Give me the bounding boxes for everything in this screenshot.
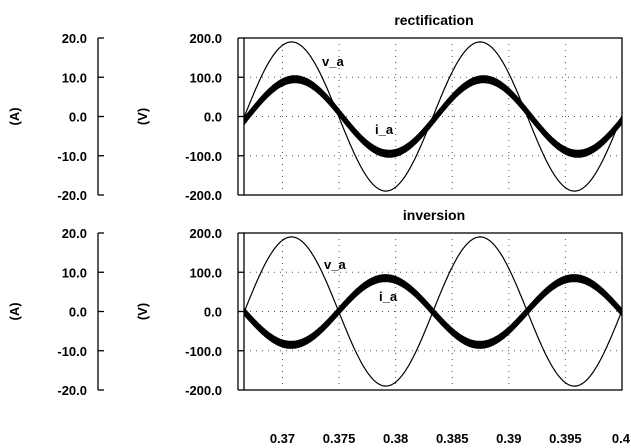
voltage-axis-tick-label: 100.0 [189,70,222,85]
panel-title: inversion [403,207,465,223]
series-label-v_a: v_a [322,54,344,69]
current-axis-tick-label: -20.0 [57,383,87,398]
current-axis-unit: (A) [7,107,22,125]
x-axis-tick-label: 0.37 [270,431,295,446]
series-label-v_a: v_a [324,257,346,272]
current-axis-tick-label: 10.0 [62,70,87,85]
voltage-axis-tick-label: 200.0 [189,226,222,241]
series-label-i_a: i_a [379,289,398,304]
voltage-axis-tick-label: 0.0 [204,110,222,125]
voltage-axis-tick-label: 0.0 [204,305,222,320]
current-axis-tick-label: 0.0 [69,110,87,125]
voltage-axis-tick-label: -100.0 [185,149,222,164]
current-axis-tick-label: 0.0 [69,305,87,320]
series-i_a-band [243,274,623,349]
panel-rectification: 20.0 10.0 0.0 -10.0 -20.0 (A) 200.0 100.0 0.0 -10… [7,12,623,203]
current-axis-unit: (A) [7,302,22,320]
series-label-i_a: i_a [375,122,394,137]
current-axis-tick-label: 20.0 [62,226,87,241]
panel-title: rectification [394,12,473,28]
current-axis-tick-label: -20.0 [57,188,87,203]
voltage-axis-tick-label: 200.0 [189,31,222,46]
series-i_a-band [243,75,623,158]
voltage-axis-tick-label: 100.0 [189,265,222,280]
voltage-axis-unit: (V) [135,108,150,125]
x-axis-tick-label: 0.39 [496,431,521,446]
x-axis-tick-label: 0.4 [612,431,631,446]
x-axis-tick-label: 0.375 [323,431,356,446]
x-axis-tick-label: 0.38 [383,431,408,446]
voltage-axis-tick-label: -100.0 [185,344,222,359]
current-axis-tick-label: 10.0 [62,265,87,280]
x-axis-tick-label: 0.385 [436,431,469,446]
voltage-axis-tick-label: -200.0 [185,188,222,203]
current-axis-tick-label: 20.0 [62,31,87,46]
x-axis-tick-label: 0.395 [549,431,582,446]
current-axis-tick-label: -10.0 [57,149,87,164]
voltage-axis-unit: (V) [135,303,150,320]
current-axis-tick-label: -10.0 [57,344,87,359]
voltage-axis-tick-label: -200.0 [185,383,222,398]
panel-inversion: 20.0 10.0 0.0 -10.0 -20.0 (A) 200.0 100.0 0.0 -10… [7,207,623,398]
